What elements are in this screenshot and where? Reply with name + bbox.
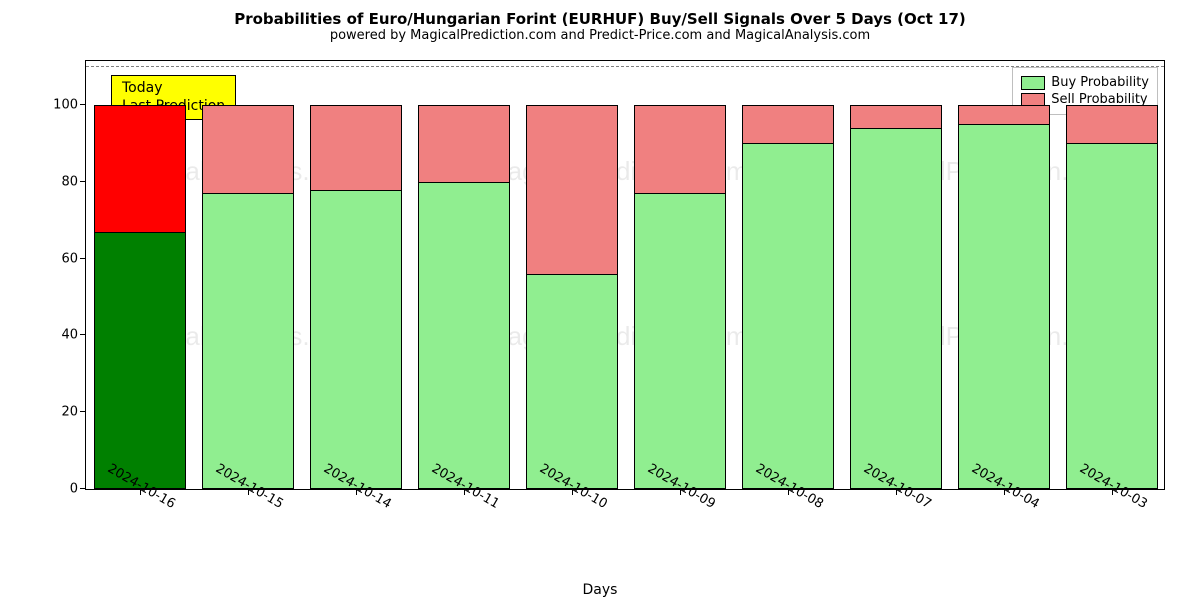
bar-segment-buy: [202, 193, 295, 489]
bar-segment-sell: [742, 105, 835, 143]
bar-segment-sell: [526, 105, 619, 274]
bar-segment-sell: [1066, 105, 1159, 143]
plot-area: Probability Buy ProbabilitySell Probabil…: [85, 60, 1165, 490]
y-tick-label: 0: [70, 482, 86, 497]
bar-segment-sell: [634, 105, 727, 193]
bar: [94, 105, 187, 489]
bar-segment-sell: [310, 105, 403, 189]
y-tick-label: 60: [61, 251, 86, 266]
bar: [202, 105, 295, 489]
chart-container: Probabilities of Euro/Hungarian Forint (…: [0, 0, 1200, 600]
today-callout-line: Today: [122, 80, 225, 98]
bar: [418, 105, 511, 489]
y-tick-label: 20: [61, 405, 86, 420]
bar-segment-sell: [418, 105, 511, 182]
y-tick-mark: [80, 411, 86, 412]
y-tick-mark: [80, 258, 86, 259]
bar-segment-buy: [850, 128, 943, 489]
chart-title: Probabilities of Euro/Hungarian Forint (…: [30, 10, 1170, 28]
bar-segment-buy: [526, 274, 619, 489]
bar-segment-sell: [202, 105, 295, 193]
legend-swatch: [1021, 76, 1045, 90]
bar: [850, 105, 943, 489]
y-tick-mark: [80, 488, 86, 489]
bar-segment-buy: [310, 190, 403, 489]
bar-segment-buy: [958, 124, 1051, 489]
bar-segment-sell: [94, 105, 187, 232]
legend-item: Buy Probability: [1021, 74, 1149, 91]
y-tick-label: 80: [61, 174, 86, 189]
y-tick-label: 100: [53, 98, 86, 113]
bar: [310, 105, 403, 489]
y-tick-mark: [80, 181, 86, 182]
bar: [526, 105, 619, 489]
y-tick-mark: [80, 334, 86, 335]
y-tick-label: 40: [61, 328, 86, 343]
bar: [742, 105, 835, 489]
bar: [958, 105, 1051, 489]
bar-segment-sell: [958, 105, 1051, 124]
legend-label: Buy Probability: [1051, 75, 1149, 90]
bar: [1066, 105, 1159, 489]
bar-segment-buy: [94, 232, 187, 489]
bar-segment-buy: [634, 193, 727, 489]
gridline: [86, 66, 1164, 67]
x-axis-label: Days: [583, 582, 618, 598]
y-tick-mark: [80, 104, 86, 105]
bar-segment-sell: [850, 105, 943, 128]
bar-segment-buy: [418, 182, 511, 489]
chart-subtitle: powered by MagicalPrediction.com and Pre…: [30, 28, 1170, 43]
bar: [634, 105, 727, 489]
bar-segment-buy: [742, 143, 835, 489]
bar-segment-buy: [1066, 143, 1159, 489]
